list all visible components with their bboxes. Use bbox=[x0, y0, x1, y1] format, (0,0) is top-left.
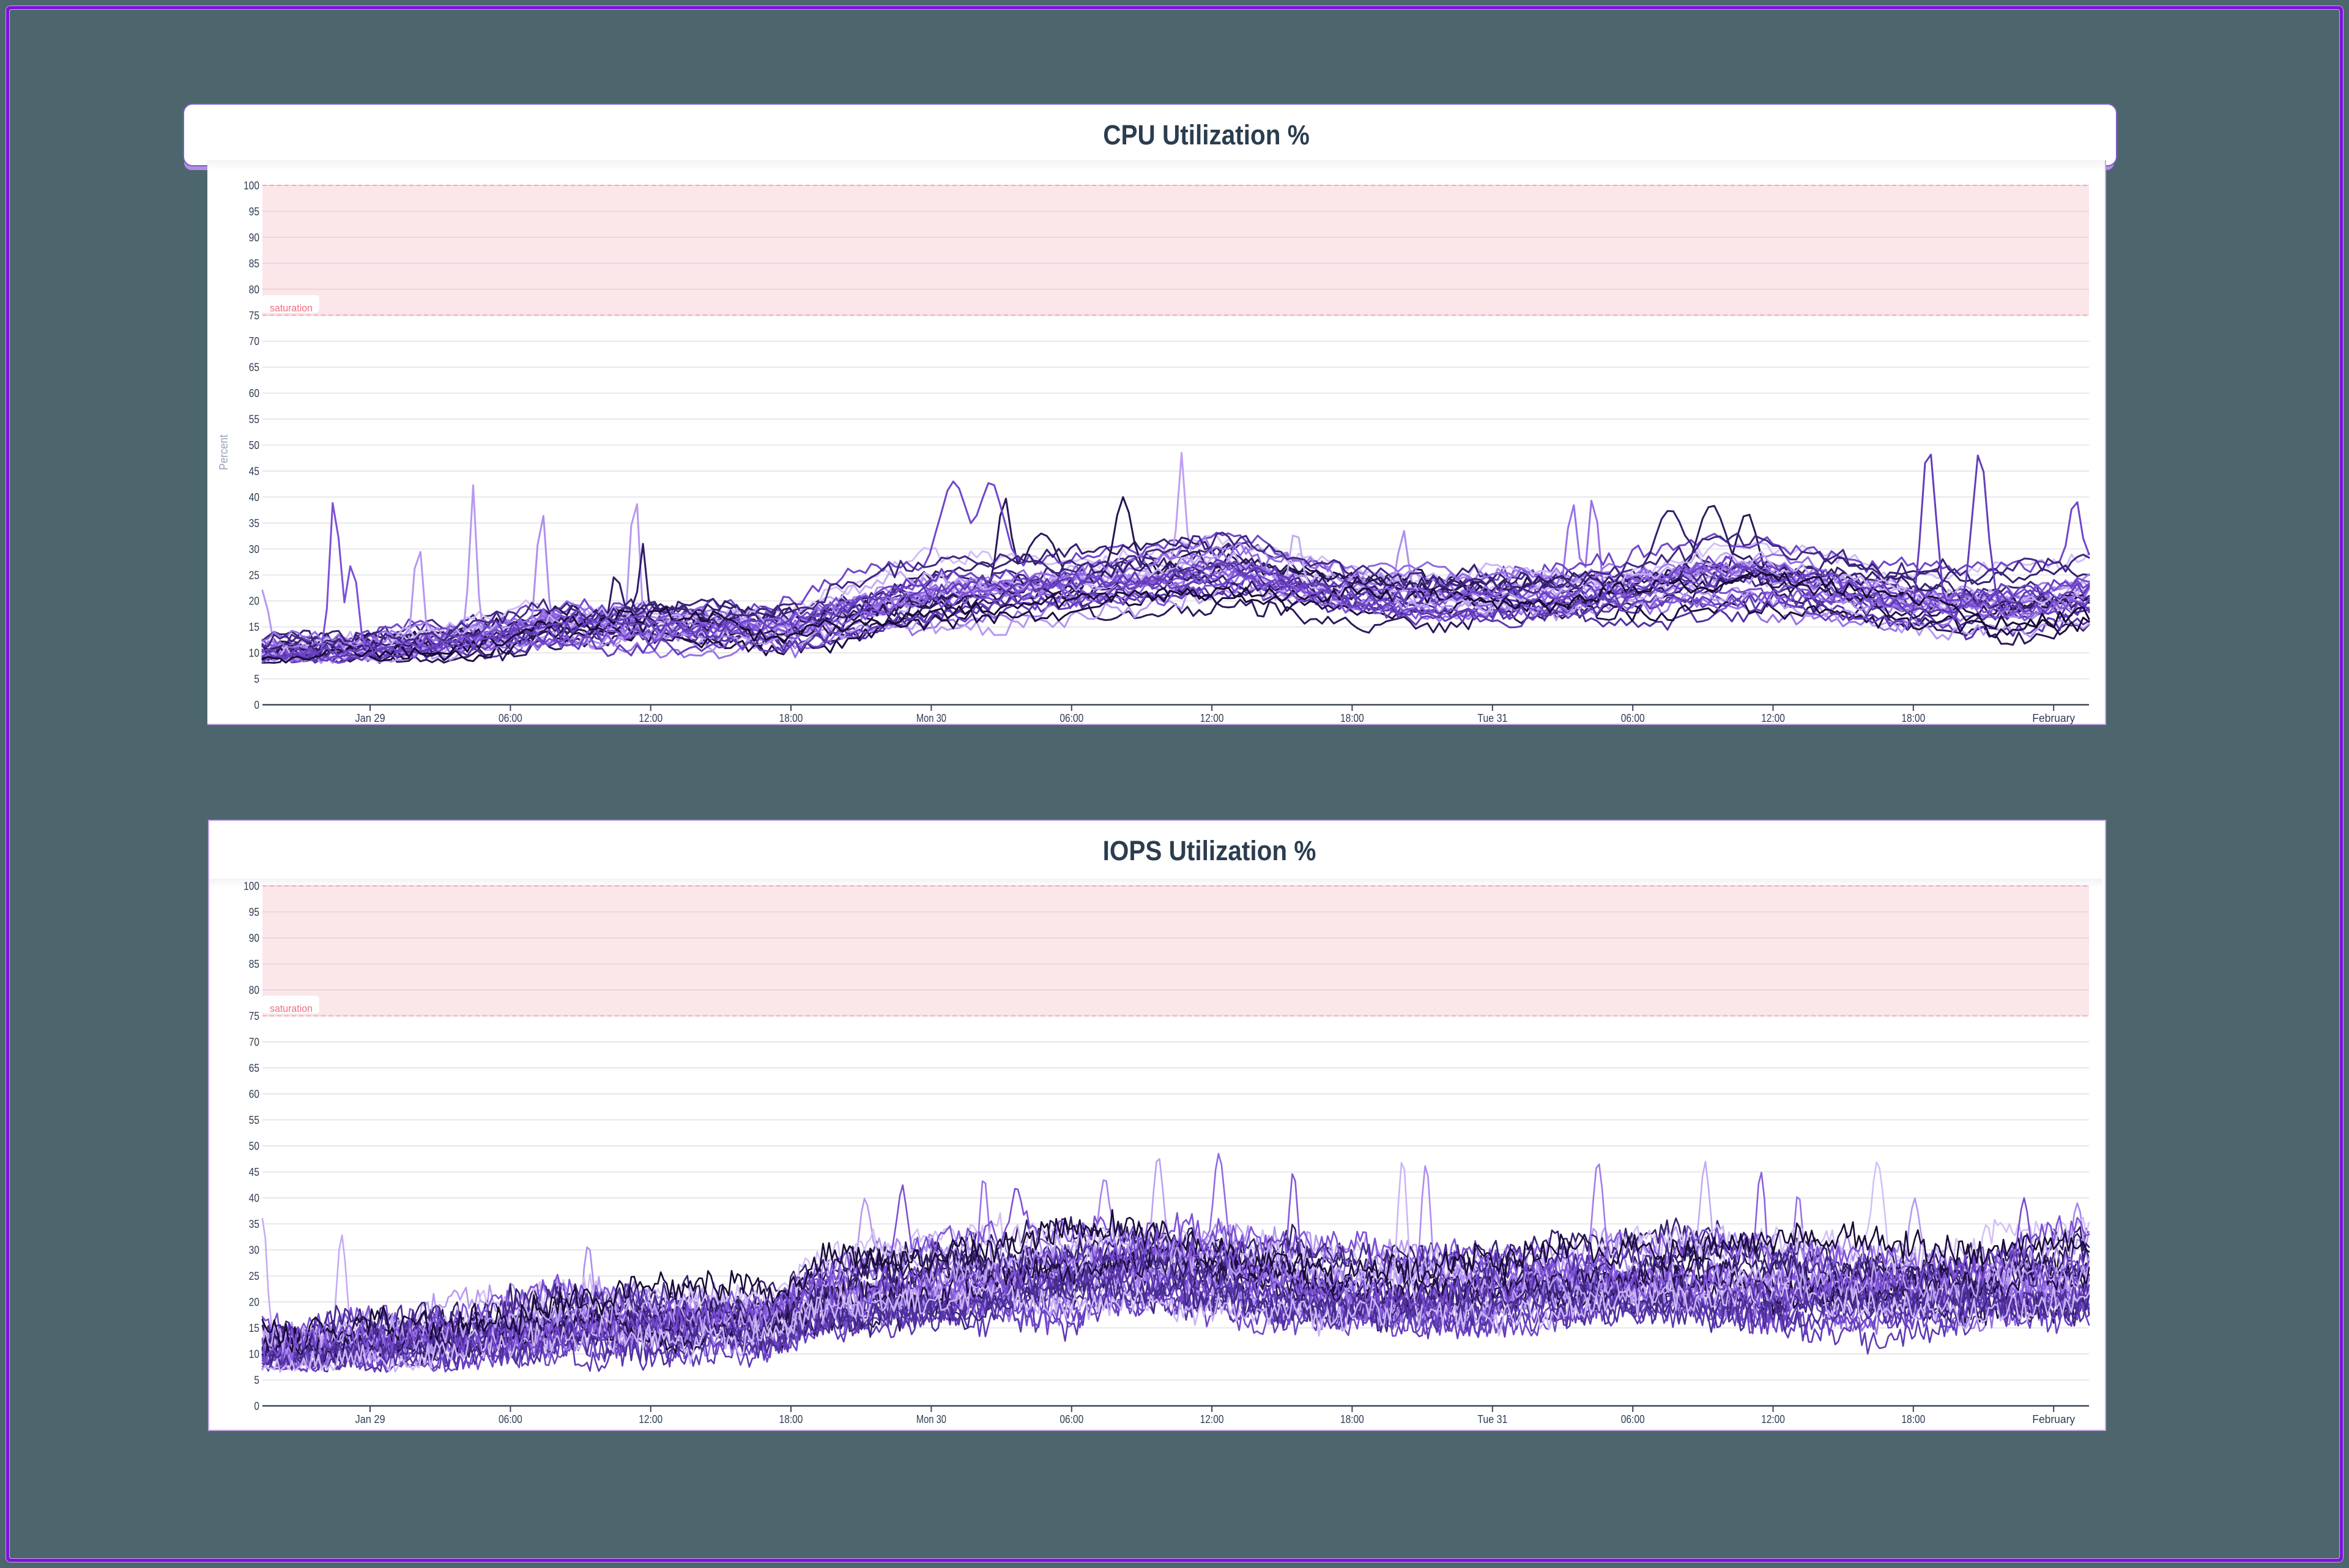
svg-text:30: 30 bbox=[249, 543, 259, 555]
svg-text:12:00: 12:00 bbox=[1761, 1413, 1785, 1425]
svg-text:saturation: saturation bbox=[270, 302, 313, 314]
svg-text:5: 5 bbox=[254, 1373, 259, 1386]
svg-text:80: 80 bbox=[249, 283, 259, 295]
svg-text:12:00: 12:00 bbox=[1761, 712, 1785, 724]
svg-text:15: 15 bbox=[249, 1321, 259, 1334]
svg-text:25: 25 bbox=[249, 568, 259, 581]
svg-text:Jan 29: Jan 29 bbox=[355, 712, 385, 724]
svg-text:45: 45 bbox=[249, 465, 259, 478]
svg-text:12:00: 12:00 bbox=[1200, 1413, 1224, 1425]
svg-text:10: 10 bbox=[249, 1348, 259, 1361]
svg-text:20: 20 bbox=[249, 1296, 259, 1309]
svg-text:February: February bbox=[2032, 1413, 2076, 1425]
svg-text:50: 50 bbox=[249, 439, 259, 451]
svg-text:65: 65 bbox=[249, 361, 259, 374]
svg-text:06:00: 06:00 bbox=[1621, 712, 1645, 724]
svg-text:06:00: 06:00 bbox=[1059, 712, 1083, 724]
svg-text:10: 10 bbox=[249, 647, 259, 660]
svg-text:06:00: 06:00 bbox=[499, 712, 522, 724]
svg-text:95: 95 bbox=[249, 905, 259, 918]
svg-text:February: February bbox=[2032, 712, 2076, 724]
svg-text:45: 45 bbox=[249, 1165, 259, 1178]
svg-text:25: 25 bbox=[249, 1269, 259, 1282]
svg-text:12:00: 12:00 bbox=[639, 712, 662, 724]
svg-text:15: 15 bbox=[249, 620, 259, 633]
svg-text:5: 5 bbox=[254, 672, 259, 685]
svg-text:100: 100 bbox=[243, 179, 259, 192]
svg-text:06:00: 06:00 bbox=[1621, 1413, 1645, 1425]
svg-text:65: 65 bbox=[249, 1061, 259, 1074]
svg-text:18:00: 18:00 bbox=[1340, 712, 1364, 724]
svg-text:75: 75 bbox=[249, 309, 259, 322]
svg-text:75: 75 bbox=[249, 1009, 259, 1022]
svg-text:18:00: 18:00 bbox=[779, 712, 803, 724]
svg-text:85: 85 bbox=[249, 957, 259, 970]
svg-text:Mon 30: Mon 30 bbox=[916, 712, 946, 724]
svg-text:40: 40 bbox=[249, 1192, 259, 1205]
svg-text:Percent: Percent bbox=[218, 434, 231, 470]
svg-text:35: 35 bbox=[249, 516, 259, 529]
svg-text:06:00: 06:00 bbox=[1059, 1413, 1083, 1425]
svg-text:90: 90 bbox=[249, 932, 259, 945]
svg-text:50: 50 bbox=[249, 1140, 259, 1153]
svg-text:18:00: 18:00 bbox=[779, 1413, 803, 1425]
svg-text:30: 30 bbox=[249, 1244, 259, 1257]
svg-text:18:00: 18:00 bbox=[1901, 712, 1925, 724]
svg-text:100: 100 bbox=[243, 880, 259, 893]
svg-text:saturation: saturation bbox=[270, 1003, 313, 1014]
svg-text:12:00: 12:00 bbox=[639, 1413, 662, 1425]
svg-text:Mon 30: Mon 30 bbox=[916, 1413, 946, 1425]
svg-text:70: 70 bbox=[249, 1036, 259, 1049]
svg-text:06:00: 06:00 bbox=[499, 1413, 522, 1425]
svg-text:18:00: 18:00 bbox=[1340, 1413, 1364, 1425]
svg-text:70: 70 bbox=[249, 335, 259, 347]
svg-text:80: 80 bbox=[249, 984, 259, 997]
svg-text:55: 55 bbox=[249, 1113, 259, 1126]
svg-text:55: 55 bbox=[249, 413, 259, 426]
svg-text:90: 90 bbox=[249, 231, 259, 243]
svg-text:Jan 29: Jan 29 bbox=[355, 1413, 385, 1425]
svg-text:0: 0 bbox=[254, 699, 259, 712]
svg-text:Tue 31: Tue 31 bbox=[1477, 1413, 1507, 1425]
svg-text:60: 60 bbox=[249, 387, 259, 399]
svg-text:35: 35 bbox=[249, 1217, 259, 1230]
svg-text:20: 20 bbox=[249, 595, 259, 608]
svg-text:85: 85 bbox=[249, 257, 259, 270]
svg-text:60: 60 bbox=[249, 1088, 259, 1101]
svg-text:40: 40 bbox=[249, 491, 259, 503]
svg-text:Tue 31: Tue 31 bbox=[1477, 712, 1507, 724]
svg-text:95: 95 bbox=[249, 205, 259, 218]
svg-text:0: 0 bbox=[254, 1400, 259, 1413]
svg-text:12:00: 12:00 bbox=[1200, 712, 1224, 724]
svg-text:18:00: 18:00 bbox=[1901, 1413, 1925, 1425]
